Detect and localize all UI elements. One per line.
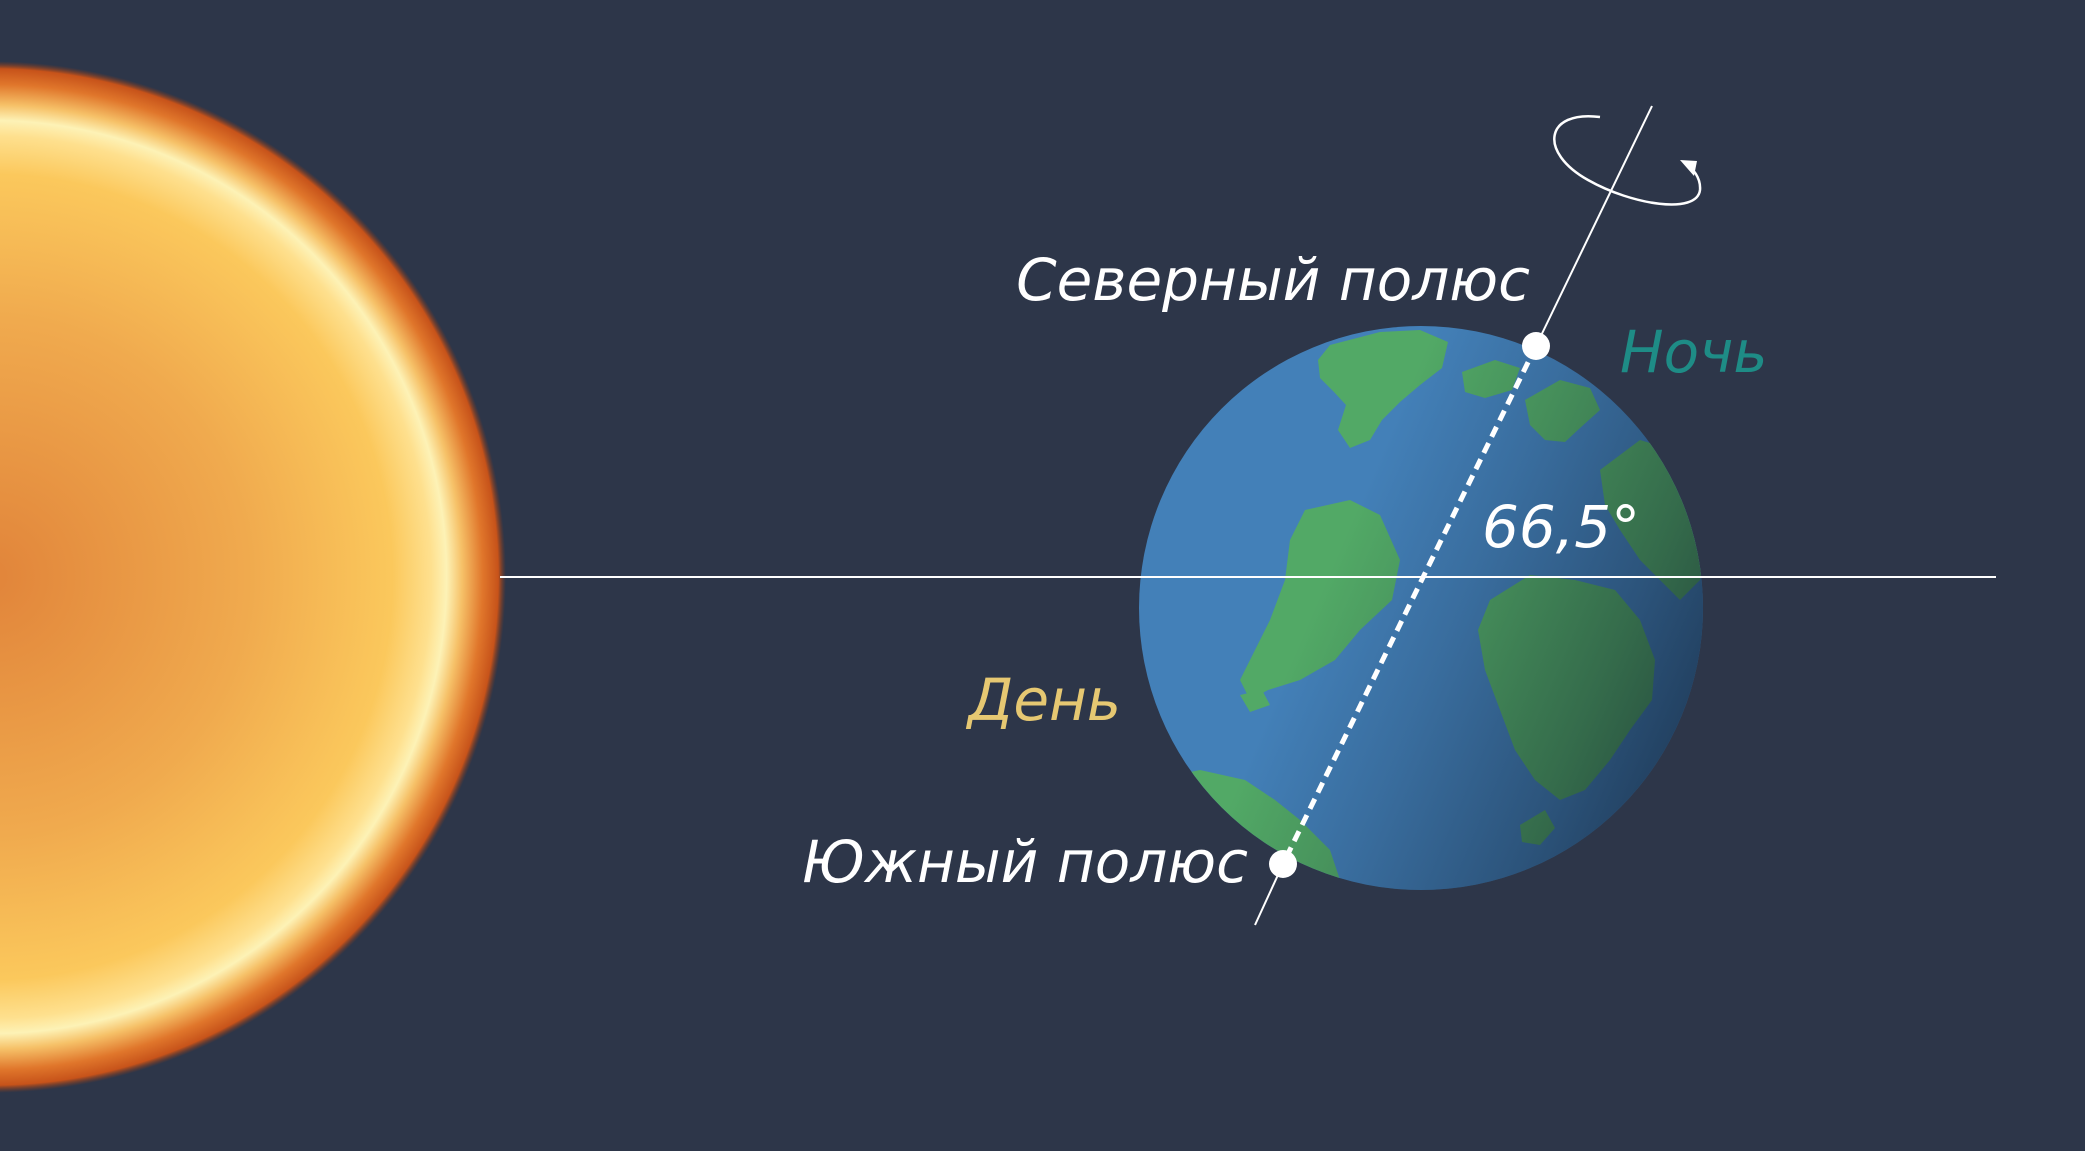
north-pole-label: Северный полюс <box>1016 246 1530 314</box>
south-pole-label: Южный полюс <box>802 828 1248 896</box>
tilt-angle-label: 66,5° <box>1482 493 1640 561</box>
axis-top-line <box>1535 105 1653 347</box>
north-pole-dot <box>1522 332 1550 360</box>
sun <box>0 61 506 1093</box>
night-label: Ночь <box>1620 318 1768 386</box>
rotation-arrow-icon <box>1553 114 1702 206</box>
south-pole-dot <box>1269 850 1297 878</box>
earth <box>1139 326 1703 890</box>
axis-dashed <box>1280 344 1539 866</box>
day-label: День <box>965 666 1121 734</box>
night-shade <box>1139 326 1703 890</box>
